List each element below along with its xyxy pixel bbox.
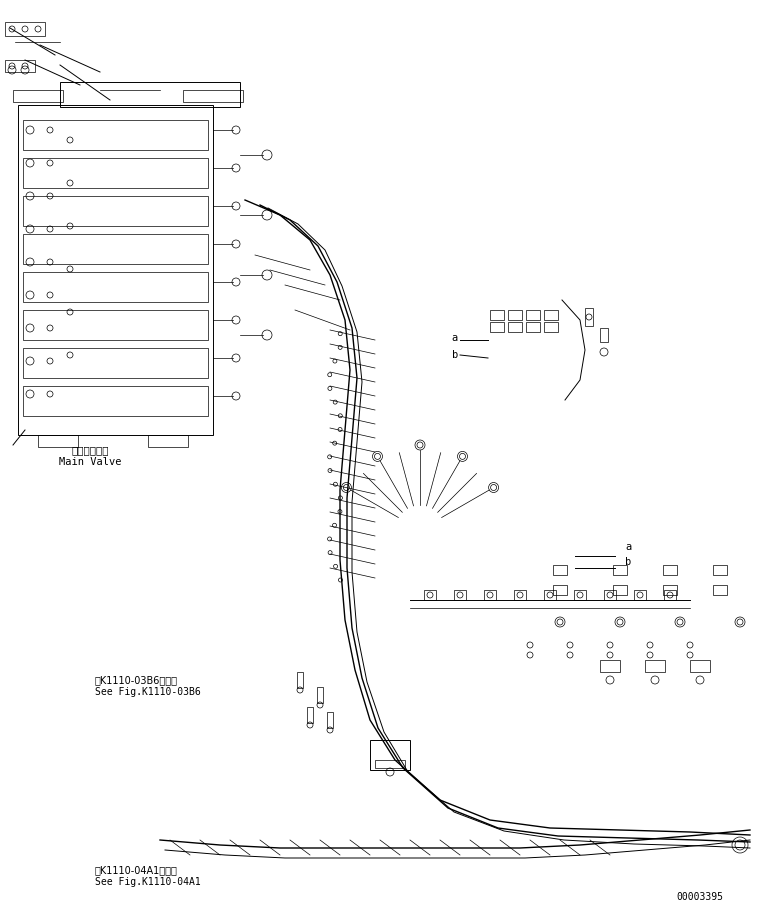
Bar	[23, 120, 208, 150]
Text: Main Valve: Main Valve	[59, 457, 122, 467]
Bar	[183, 90, 243, 102]
Bar	[23, 196, 208, 226]
Text: a: a	[451, 333, 458, 343]
Bar	[23, 348, 208, 378]
Bar	[526, 322, 540, 332]
Bar	[23, 158, 208, 188]
Bar	[613, 585, 627, 595]
Bar	[5, 60, 35, 72]
Bar	[307, 707, 313, 723]
Text: 第K1110-03B6図参照: 第K1110-03B6図参照	[95, 675, 178, 685]
Text: b: b	[625, 557, 631, 567]
Bar	[23, 310, 208, 340]
Bar	[663, 565, 677, 575]
Bar	[297, 672, 303, 688]
Text: 第K1110-04A1図参照: 第K1110-04A1図参照	[95, 865, 178, 875]
Text: b: b	[451, 350, 458, 360]
Bar	[544, 322, 558, 332]
Bar	[317, 687, 323, 703]
Bar	[713, 565, 727, 575]
Bar	[370, 740, 410, 770]
Bar	[604, 590, 616, 600]
Text: メインバルブ: メインバルブ	[71, 445, 109, 455]
Bar	[454, 590, 466, 600]
Bar	[585, 308, 593, 326]
Bar	[424, 590, 436, 600]
Bar	[574, 590, 586, 600]
Bar	[23, 234, 208, 264]
Bar	[553, 585, 567, 595]
Bar	[544, 310, 558, 320]
Bar	[484, 590, 496, 600]
Text: See Fig.K1110-03B6: See Fig.K1110-03B6	[95, 687, 201, 697]
Bar	[664, 590, 676, 600]
Bar	[508, 322, 522, 332]
Text: See Fig.K1110-04A1: See Fig.K1110-04A1	[95, 877, 201, 887]
Bar	[634, 590, 646, 600]
Bar	[553, 565, 567, 575]
Bar	[60, 82, 240, 107]
Text: 00003395: 00003395	[676, 892, 724, 902]
Bar	[490, 310, 504, 320]
Bar	[663, 585, 677, 595]
Bar	[514, 590, 526, 600]
Bar	[526, 310, 540, 320]
Bar	[23, 386, 208, 416]
Bar	[600, 328, 608, 342]
Bar	[13, 90, 63, 102]
Bar	[490, 322, 504, 332]
Bar	[327, 712, 333, 728]
Bar	[18, 105, 213, 435]
Bar	[23, 272, 208, 302]
Bar	[645, 660, 665, 672]
Bar	[713, 585, 727, 595]
Bar	[38, 435, 78, 447]
Bar	[375, 760, 405, 768]
Bar	[544, 590, 556, 600]
Bar	[508, 310, 522, 320]
Text: a: a	[625, 542, 631, 552]
Bar	[148, 435, 188, 447]
Bar	[5, 22, 45, 36]
Bar	[690, 660, 710, 672]
Bar	[600, 660, 620, 672]
Bar	[613, 565, 627, 575]
